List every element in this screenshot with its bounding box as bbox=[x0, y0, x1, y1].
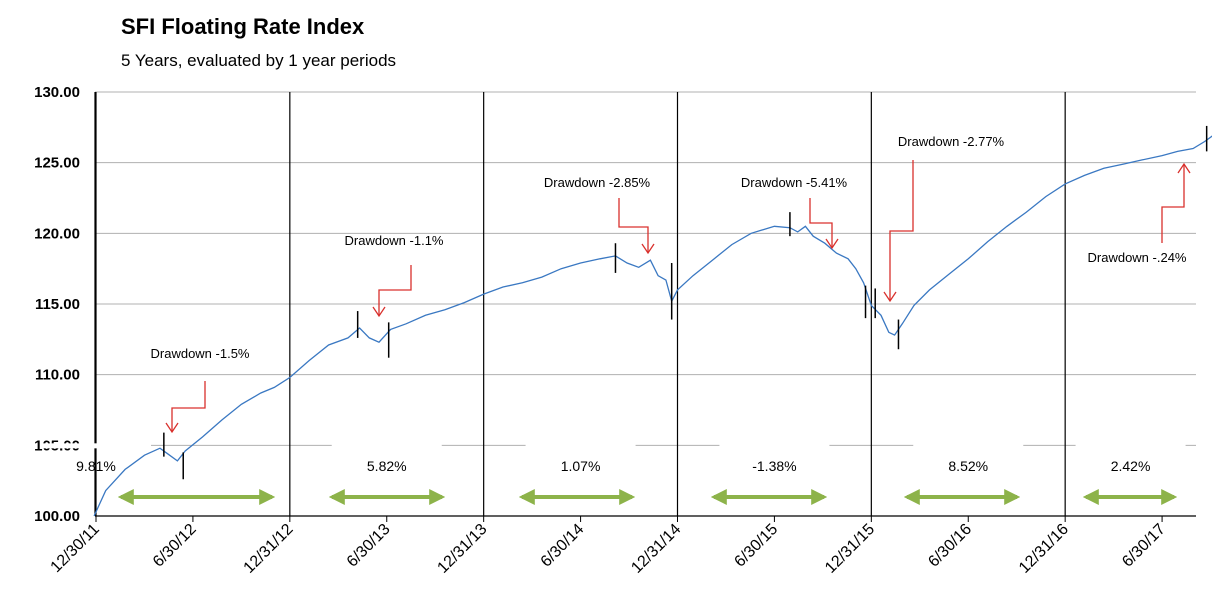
x-tick-label: 12/30/11 bbox=[48, 521, 103, 576]
drawdown-annotation: Drawdown -2.77% bbox=[898, 134, 1005, 149]
x-tick-label: 6/30/14 bbox=[538, 521, 588, 571]
drawdown-annotation: Drawdown -5.41% bbox=[741, 175, 848, 190]
period-return-label: 2.42% bbox=[1111, 458, 1151, 474]
x-tick-label: 6/30/12 bbox=[150, 521, 200, 571]
drawdown-callout-arrow bbox=[1161, 164, 1185, 243]
drawdown-callout-arrow bbox=[378, 265, 412, 316]
period-return-label: 5.82% bbox=[367, 458, 407, 474]
drawdown-callout-arrow bbox=[618, 198, 649, 253]
drawdown-arrowhead bbox=[883, 291, 897, 303]
period-return-label: 9.81% bbox=[76, 458, 116, 474]
label-backdrop bbox=[719, 443, 830, 449]
series-line bbox=[93, 135, 1212, 517]
drawdown-callout-arrow bbox=[889, 160, 914, 301]
x-tick-label: 6/30/16 bbox=[925, 521, 975, 571]
x-tick-label: 12/31/16 bbox=[1016, 521, 1072, 577]
x-tick-label: 6/30/15 bbox=[731, 521, 781, 571]
label-backdrop bbox=[41, 443, 151, 449]
y-tick-label: 100.00 bbox=[34, 508, 80, 525]
label-backdrop bbox=[331, 443, 442, 449]
chart-title: SFI Floating Rate Index bbox=[121, 14, 365, 39]
drawdown-annotation: Drawdown -1.5% bbox=[151, 346, 250, 361]
period-return-label: 1.07% bbox=[561, 458, 601, 474]
y-tick-label: 125.00 bbox=[34, 155, 80, 172]
drawdown-annotation: Drawdown -2.85% bbox=[544, 175, 651, 190]
x-tick-label: 12/31/15 bbox=[822, 521, 878, 577]
label-backdrop bbox=[913, 443, 1024, 449]
y-tick-label: 120.00 bbox=[34, 225, 80, 242]
x-tick-label: 12/31/14 bbox=[628, 521, 684, 577]
x-tick-label: 12/31/13 bbox=[434, 521, 490, 577]
x-tick-label: 6/30/17 bbox=[1119, 521, 1169, 571]
drawdown-callout-arrow bbox=[809, 198, 833, 248]
drawdown-arrowhead bbox=[1177, 162, 1191, 174]
label-backdrop bbox=[1075, 443, 1186, 449]
chart-subtitle: 5 Years, evaluated by 1 year periods bbox=[121, 51, 397, 70]
drawdown-annotation: Drawdown -1.1% bbox=[345, 233, 444, 248]
period-return-label: 8.52% bbox=[948, 458, 988, 474]
drawdown-callout-arrow bbox=[171, 381, 206, 432]
y-tick-label: 115.00 bbox=[35, 296, 80, 313]
drawdown-annotation: Drawdown -.24% bbox=[1088, 250, 1187, 265]
x-tick-label: 6/30/13 bbox=[344, 521, 394, 571]
drawdown-arrowhead bbox=[165, 422, 179, 434]
label-backdrop bbox=[525, 443, 636, 449]
y-tick-label: 110.00 bbox=[35, 367, 80, 384]
drawdown-arrowhead bbox=[641, 243, 655, 255]
period-return-label: -1.38% bbox=[752, 458, 796, 474]
drawdown-arrowhead bbox=[372, 306, 386, 318]
drawdown-arrowhead bbox=[825, 238, 839, 250]
y-tick-label: 130.00 bbox=[34, 84, 80, 101]
x-tick-label: 12/31/12 bbox=[241, 521, 297, 577]
